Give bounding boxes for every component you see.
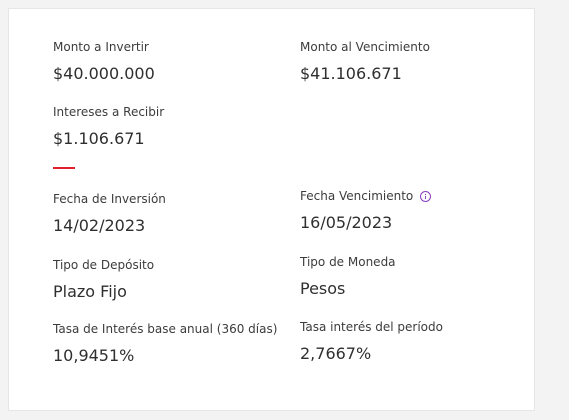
tipo-deposito-label: Tipo de Depósito — [53, 258, 155, 272]
fecha-inversion-value: 14/02/2023 — [53, 216, 146, 235]
tipo-moneda-label: Tipo de Moneda — [300, 255, 396, 269]
fecha-inversion-field: Fecha de Inversión 14/02/2023 — [53, 191, 166, 237]
tipo-moneda-field: Tipo de Moneda Pesos — [300, 254, 396, 300]
monto-vencimiento-value: $41.106.671 — [300, 64, 402, 83]
tipo-moneda-value: Pesos — [300, 279, 346, 298]
investment-summary-card: Monto a Invertir $40.000.000 Monto al Ve… — [8, 8, 535, 411]
tipo-deposito-value: Plazo Fijo — [53, 282, 127, 301]
fecha-vencimiento-label-row: Fecha Vencimiento — [300, 188, 432, 204]
tasa-anual-label: Tasa de Interés base anual (360 días) — [53, 322, 278, 336]
monto-invertir-label: Monto a Invertir — [53, 40, 149, 54]
tipo-deposito-field: Tipo de Depósito Plazo Fijo — [53, 257, 154, 303]
intereses-label: Intereses a Recibir — [53, 105, 165, 119]
monto-invertir-value: $40.000.000 — [53, 64, 155, 83]
intereses-field: Intereses a Recibir $1.106.671 — [53, 104, 164, 150]
monto-vencimiento-label: Monto al Vencimiento — [300, 40, 430, 54]
tasa-anual-field: Tasa de Interés base anual (360 días) 10… — [53, 321, 277, 367]
section-divider — [53, 167, 75, 169]
tasa-periodo-value: 2,7667% — [300, 344, 372, 363]
monto-invertir-field: Monto a Invertir $40.000.000 — [53, 39, 155, 85]
fecha-vencimiento-field: Fecha Vencimiento 16/05/2023 — [300, 188, 432, 234]
info-icon[interactable] — [420, 190, 432, 202]
tasa-anual-value: 10,9451% — [53, 346, 135, 365]
tasa-periodo-field: Tasa interés del período 2,7667% — [300, 319, 443, 365]
monto-vencimiento-field: Monto al Vencimiento $41.106.671 — [300, 39, 430, 85]
tasa-periodo-label: Tasa interés del período — [300, 320, 443, 334]
fecha-inversion-label: Fecha de Inversión — [53, 192, 166, 206]
intereses-value: $1.106.671 — [53, 129, 145, 148]
fecha-vencimiento-value: 16/05/2023 — [300, 213, 393, 232]
fecha-vencimiento-label: Fecha Vencimiento — [300, 189, 414, 203]
